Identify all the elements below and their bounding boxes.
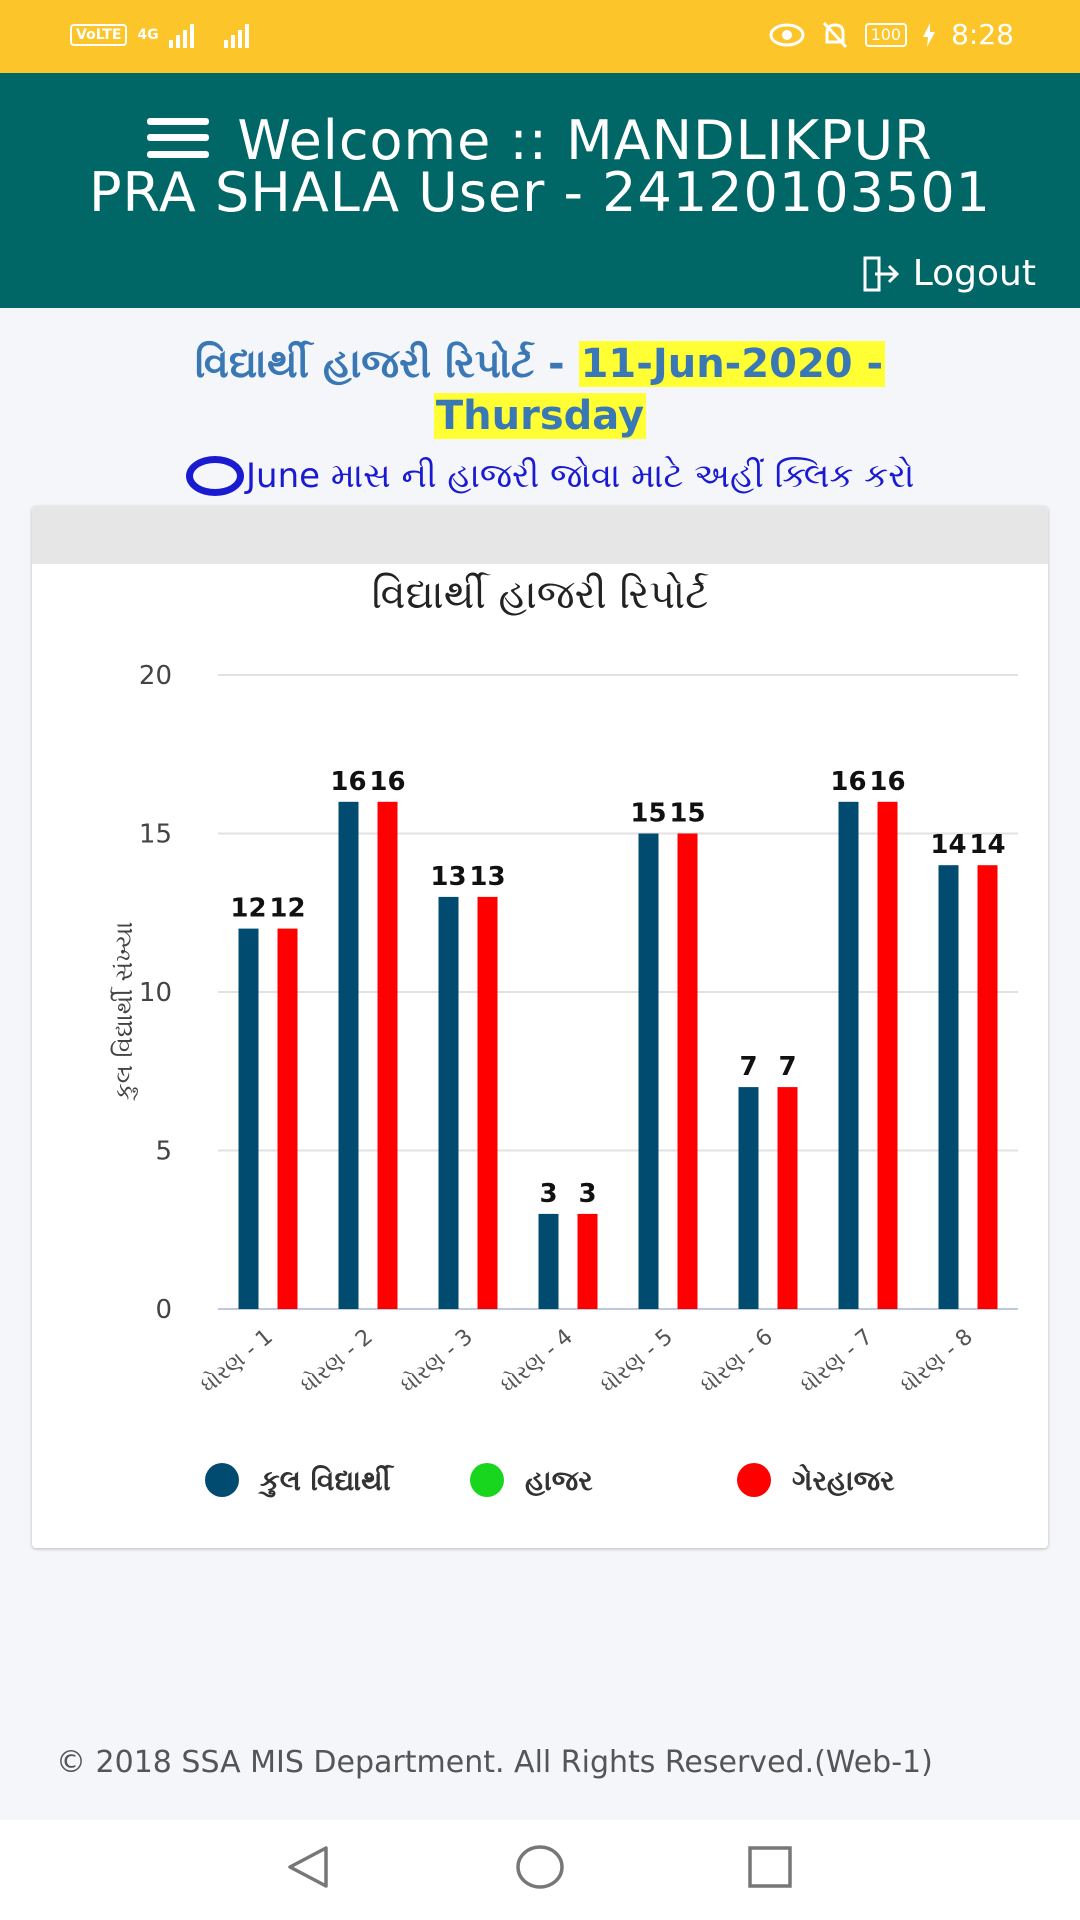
bar-absent[interactable] (777, 1087, 798, 1309)
data-label-absent: 7 (778, 1052, 796, 1082)
data-label-absent: 16 (369, 767, 405, 797)
attendance-bar-chart: વિદ્યાર્થી હાજરી રિપોર્ટ કુલ વિદ્યાર્થી … (110, 572, 1018, 1497)
data-label-total: 7 (739, 1052, 757, 1082)
app-bar: Welcome :: MANDLIKPUR PRA SHALA User - 2… (0, 73, 1080, 308)
bar-absent[interactable] (277, 928, 298, 1309)
legend-swatch (737, 1463, 771, 1497)
report-date: 11-Jun-2020 - (578, 341, 886, 387)
signal-strength-icon (168, 22, 194, 48)
bar-total-students[interactable] (838, 801, 859, 1309)
data-label-total: 16 (330, 767, 366, 797)
bar-absent[interactable] (477, 896, 498, 1309)
home-icon[interactable] (514, 1842, 566, 1892)
footer-copyright: © 2018 SSA MIS Department. All Rights Re… (56, 1745, 933, 1780)
report-heading: વિદ્યાર્થી હાજરી રિપોર્ટ - 11-Jun-2020 -… (0, 338, 1080, 442)
bar-total-students[interactable] (238, 928, 259, 1309)
data-label-absent: 12 (269, 894, 305, 924)
signal-strength-icon-2 (223, 22, 249, 48)
back-icon[interactable] (284, 1842, 334, 1892)
eye-icon (769, 23, 805, 46)
legend-item[interactable]: કુલ વિદ્યાર્થી (205, 1463, 395, 1497)
menu-icon[interactable] (147, 118, 210, 159)
x-tick-label: ધોરણ - 4 (496, 1324, 578, 1399)
month-attendance-link[interactable]: June માસ ની હાજરી જોવા માટે અહીં ક્લિક ક… (186, 456, 914, 496)
legend-label: ગેરહાજર (792, 1464, 895, 1497)
title-line-2: PRA SHALA User - 24120103501 (88, 161, 992, 224)
legend-label: હાજર (525, 1464, 593, 1497)
bar-total-students[interactable] (338, 801, 359, 1309)
y-tick-label: 0 (155, 1295, 172, 1325)
clock: 8:28 (951, 18, 1014, 51)
y-tick-label: 10 (139, 978, 172, 1008)
data-label-total: 12 (230, 894, 266, 924)
legend-item[interactable]: ગેરહાજર (737, 1463, 895, 1497)
page-title: Welcome :: MANDLIKPUR PRA SHALA User - 2… (0, 114, 1080, 220)
data-label-absent: 13 (469, 862, 505, 892)
x-tick-label: ધોરણ - 1 (196, 1324, 278, 1399)
status-bar: VoLTE 4G 100 8:28 (0, 0, 1080, 73)
bar-absent[interactable] (377, 801, 398, 1309)
data-label-absent: 16 (869, 767, 905, 797)
chart-card: વિદ્યાર્થી હાજરી રિપોર્ટ કુલ વિદ્યાર્થી … (32, 506, 1048, 1548)
data-label-total: 15 (630, 799, 666, 829)
charging-icon (923, 22, 936, 47)
heading-separator: - (534, 341, 579, 387)
network-type: 4G (137, 27, 159, 43)
legend-item[interactable]: હાજર (470, 1463, 593, 1497)
bar-total-students[interactable] (538, 1213, 559, 1309)
report-day: Thursday (433, 393, 647, 439)
bar-total-students[interactable] (938, 865, 959, 1309)
circle-icon (186, 456, 244, 496)
y-tick-label: 15 (139, 820, 172, 850)
volte-badge: VoLTE (70, 24, 128, 46)
y-tick-label: 5 (155, 1137, 172, 1167)
data-label-total: 3 (539, 1179, 557, 1209)
x-tick-label: ધોરણ - 3 (396, 1324, 478, 1399)
chart-y-axis-label: કુલ વિદ્યાર્થી સંખ્યા (110, 922, 138, 1102)
status-right: 100 8:28 (769, 18, 1014, 51)
bar-absent[interactable] (977, 865, 998, 1309)
title-line-1: Welcome :: MANDLIKPUR (237, 109, 933, 172)
data-label-total: 16 (830, 767, 866, 797)
data-label-absent: 15 (669, 799, 705, 829)
notifications-off-icon (822, 21, 847, 48)
logout-label: Logout (912, 253, 1036, 294)
system-nav-bar (0, 1820, 1080, 1920)
status-left: VoLTE 4G (70, 22, 249, 48)
legend-swatch (205, 1463, 239, 1497)
data-label-total: 14 (930, 830, 966, 860)
bar-absent[interactable] (677, 833, 698, 1310)
data-label-absent: 14 (969, 830, 1005, 860)
x-tick-label: ધોરણ - 6 (696, 1324, 778, 1399)
chart-title: વિદ્યાર્થી હાજરી રિપોર્ટ (372, 572, 709, 618)
bar-absent[interactable] (877, 801, 898, 1309)
x-tick-label: ધોરણ - 8 (896, 1324, 978, 1399)
y-tick-label: 20 (139, 661, 172, 691)
x-tick-label: ધોરણ - 7 (796, 1324, 878, 1399)
bar-absent[interactable] (577, 1213, 598, 1309)
bar-total-students[interactable] (438, 896, 459, 1309)
legend-label: કુલ વિદ્યાર્થી (258, 1464, 395, 1497)
logout-button[interactable]: Logout (861, 253, 1036, 294)
x-tick-label: ધોરણ - 2 (296, 1324, 378, 1399)
bar-total-students[interactable] (638, 833, 659, 1310)
card-header (32, 506, 1048, 564)
report-title: વિદ્યાર્થી હાજરી રિપોર્ટ (194, 341, 535, 387)
month-link-label: June માસ ની હાજરી જોવા માટે અહીં ક્લિક ક… (246, 456, 915, 496)
recents-icon[interactable] (746, 1842, 794, 1892)
data-label-absent: 3 (578, 1179, 596, 1209)
x-tick-label: ધોરણ - 5 (596, 1324, 678, 1399)
bar-total-students[interactable] (738, 1087, 759, 1309)
battery-icon: 100 (864, 22, 908, 47)
logout-icon (863, 256, 899, 291)
data-label-total: 13 (430, 862, 466, 892)
legend-swatch (470, 1463, 504, 1497)
